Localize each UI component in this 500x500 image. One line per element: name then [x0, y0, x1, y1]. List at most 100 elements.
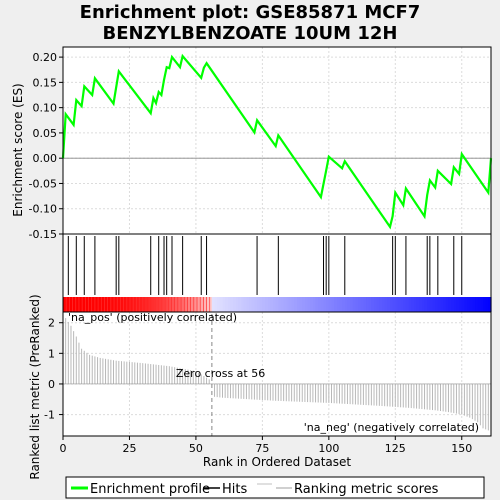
rank-color-band-segment — [116, 297, 120, 312]
rank-color-band-segment — [307, 297, 311, 312]
rank-color-band-segment — [331, 297, 335, 312]
rank-color-band-segment — [342, 297, 346, 312]
rank-color-band-segment — [445, 297, 450, 312]
legend: Enrichment profile Hits Ranking metric s… — [65, 476, 485, 499]
es-y-tick-label: 0.05 — [33, 127, 58, 140]
rank-color-band-segment — [148, 297, 152, 312]
rank-color-band-segment — [376, 297, 380, 312]
rank-color-band-segment — [84, 297, 88, 312]
rank-color-band-segment — [73, 297, 77, 312]
rank-color-band-segment — [326, 297, 330, 312]
rank-color-band-segment — [251, 297, 256, 312]
rank-color-band-segment — [358, 297, 362, 312]
rank-color-band-segment — [472, 297, 476, 312]
rank-color-band-segment — [222, 297, 226, 312]
metric-y-tick-label: 2 — [48, 317, 55, 330]
rank-color-band-segment — [140, 297, 144, 312]
rank-color-band-segment — [483, 297, 487, 312]
rank-color-band-segment — [105, 297, 109, 312]
rank-color-band-segment — [89, 297, 93, 312]
es-y-axis-label: Enrichment score (ES) — [11, 83, 25, 216]
es-y-tick-label: -0.05 — [29, 177, 57, 190]
rank-color-band-segment — [233, 297, 237, 312]
rank-color-band-segment — [389, 297, 394, 312]
rank-color-band-segment — [100, 297, 104, 312]
rank-color-band-segment — [320, 297, 325, 312]
x-tick-label: 75 — [255, 442, 269, 455]
rank-color-band-segment — [76, 297, 80, 312]
rank-color-band-segment — [352, 297, 357, 312]
rank-color-band-segment — [366, 297, 370, 312]
rank-color-band-segment — [296, 297, 301, 312]
rank-color-band-segment — [209, 297, 213, 312]
rank-color-band-segment — [203, 297, 208, 312]
enrichment-score-panel: 0.20 0.15 0.10 0.05 0.00 -0.05 -0.10 -0.15 — [29, 46, 493, 241]
chart-title-line-1: Enrichment plot: GSE85871 MCF7 — [80, 2, 421, 23]
rank-color-band-segment — [334, 297, 338, 312]
rank-color-band-segment — [429, 297, 434, 312]
hits-panel — [62, 233, 492, 313]
rank-color-band-segment — [267, 297, 271, 312]
rank-color-band-segment — [92, 297, 96, 312]
rank-color-band-segment — [286, 297, 290, 312]
rank-color-band-segment — [246, 297, 250, 312]
rank-color-band-segment — [294, 297, 298, 312]
rank-color-band-segment — [129, 297, 133, 312]
legend-metric-label: Ranking metric scores — [294, 482, 439, 497]
rank-color-band-segment — [153, 297, 157, 312]
rank-color-band-segment — [193, 297, 197, 312]
rank-color-band-segment — [453, 297, 458, 312]
rank-color-band-segment — [424, 297, 428, 312]
rank-color-band-segment — [265, 297, 269, 312]
rank-color-band-segment — [480, 297, 484, 312]
rank-color-band-segment — [299, 297, 303, 312]
rank-color-band-segment — [363, 297, 367, 312]
metric-y-tick-label: -1 — [44, 409, 55, 422]
rank-color-band-segment — [174, 297, 178, 312]
rank-color-band-segment — [461, 297, 466, 312]
rank-color-band-segment — [464, 297, 468, 312]
rank-color-band-segment — [400, 297, 404, 312]
legend-box — [65, 476, 485, 499]
rank-color-band-segment — [435, 297, 439, 312]
rank-color-band-segment — [469, 297, 473, 312]
rank-color-band-segment — [78, 297, 83, 312]
rank-color-band-segment — [217, 297, 221, 312]
rank-color-band-segment — [395, 297, 399, 312]
rank-color-band-segment — [416, 297, 420, 312]
rank-color-band-segment — [413, 297, 418, 312]
rank-color-band-segment — [275, 297, 279, 312]
rank-color-band-segment — [477, 297, 481, 312]
rank-color-band-segment — [350, 297, 354, 312]
rank-color-band-segment — [368, 297, 372, 312]
es-y-tick-label: 0.20 — [33, 51, 58, 64]
rank-color-band-segment — [230, 297, 234, 312]
rank-color-band-segment — [488, 297, 492, 312]
rank-color-band-segment — [206, 297, 210, 312]
x-tick-label: 25 — [122, 442, 136, 455]
rank-color-band-segment — [440, 297, 444, 312]
negative-correlation-label: 'na_neg' (negatively correlated) — [304, 421, 479, 434]
rank-color-band-segment — [374, 297, 378, 312]
rank-color-band-segment — [68, 297, 72, 312]
rank-color-band-segment — [257, 297, 261, 312]
rank-color-band-segment — [121, 297, 125, 312]
rank-color-band-segment — [158, 297, 162, 312]
rank-color-band-segment — [161, 297, 165, 312]
metric-y-tick-label: 0 — [48, 378, 55, 391]
rank-color-band-segment — [238, 297, 242, 312]
rank-color-band-segment — [432, 297, 436, 312]
rank-color-band-segment — [227, 297, 232, 312]
rank-color-band-segment — [219, 297, 224, 312]
rank-color-band-segment — [485, 297, 489, 312]
rank-color-band-segment — [126, 297, 131, 312]
rank-color-band-segment — [169, 297, 173, 312]
rank-color-band-segment — [371, 297, 375, 312]
rank-color-band-segment — [214, 297, 218, 312]
legend-hits-label: Hits — [222, 482, 247, 497]
rank-color-band-segment — [392, 297, 396, 312]
es-y-tick-label: 0.10 — [33, 102, 58, 115]
rank-color-band-segment — [278, 297, 282, 312]
